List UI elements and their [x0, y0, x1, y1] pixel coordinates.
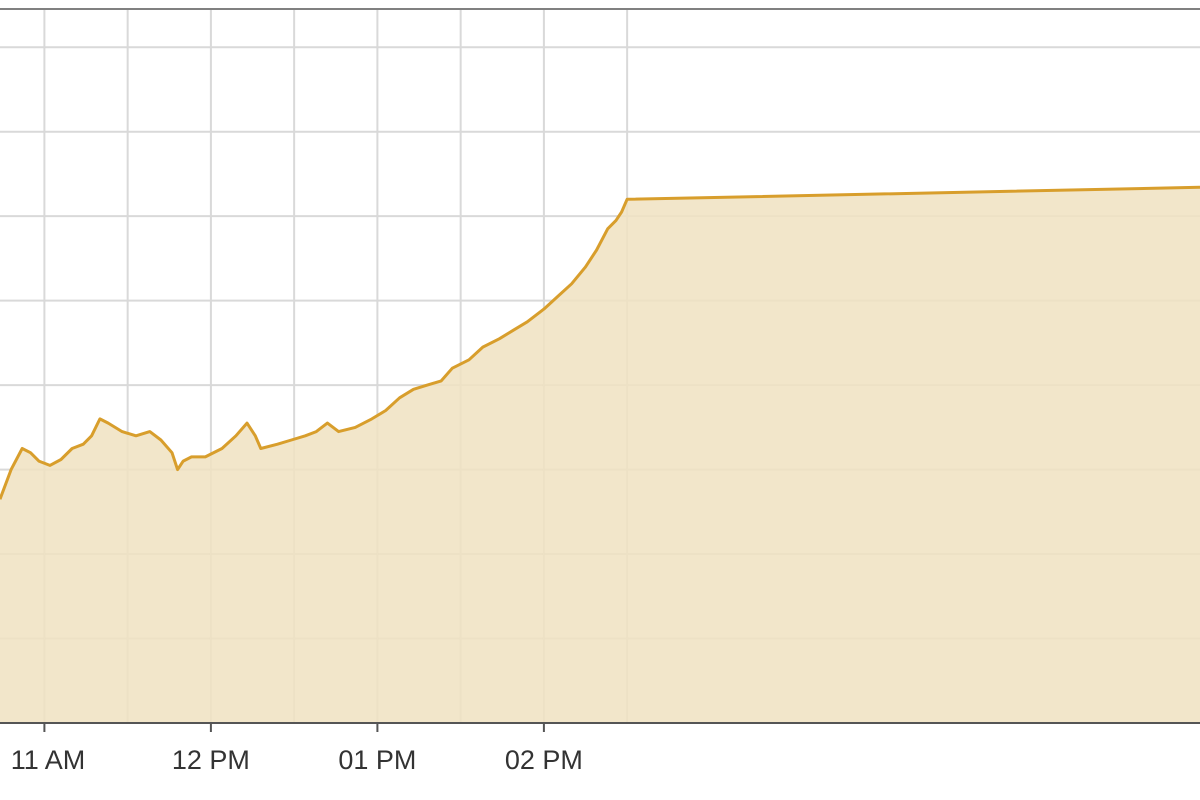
x-tick-label: 12 PM — [172, 745, 250, 775]
x-axis-tick-labels: 11 AM 12 PM 01 PM 02 PM — [11, 745, 583, 775]
series-line — [0, 185, 1200, 500]
x-tick-label: 01 PM — [338, 745, 416, 775]
area-layer — [0, 185, 1200, 724]
x-axis-ticks — [43, 723, 545, 732]
series-area-fill — [0, 187, 1200, 724]
x-tick-label: 02 PM — [505, 745, 583, 775]
x-tick-label: 11 AM — [11, 745, 86, 775]
